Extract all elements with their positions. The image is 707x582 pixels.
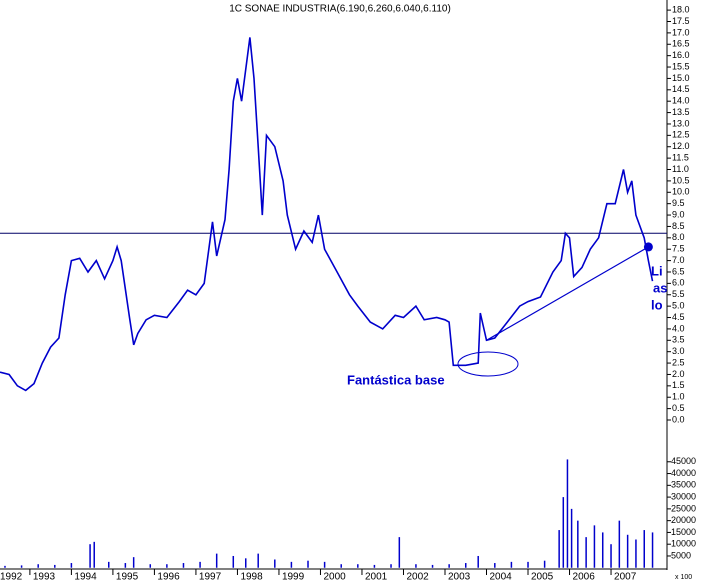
- y-tick-label: 3.5: [672, 335, 685, 345]
- y-tick-label: 4.5: [672, 312, 685, 322]
- x-tick-label: 1994: [74, 572, 97, 582]
- y-tick-label: 3.0: [672, 346, 685, 356]
- x-tick-label: 2002: [406, 572, 429, 582]
- y-tick-label: 8.0: [672, 232, 685, 242]
- y-tick-label: 8.5: [672, 221, 685, 231]
- y-tick-label: 12.0: [672, 141, 690, 151]
- x-tick-label: 1993: [33, 572, 56, 582]
- y-tick-label: 10.5: [672, 175, 690, 185]
- annotation: Li: [651, 263, 663, 278]
- y-tick-label: 9.0: [672, 209, 685, 219]
- y-tick-label: 13.0: [672, 118, 690, 128]
- annotation: Fantástica base: [347, 372, 445, 387]
- y-tick-label: 5000: [671, 550, 691, 560]
- units-label: x 100: [675, 574, 692, 581]
- y-tick-label: 13.5: [672, 107, 690, 117]
- y-tick-label: 1.0: [672, 392, 685, 402]
- y-tick-label: 14.0: [672, 96, 690, 106]
- x-tick-label: 1999: [282, 572, 305, 582]
- x-tick-label: 2006: [573, 572, 596, 582]
- x-tick-label: 1996: [157, 572, 180, 582]
- x-tick-label: 2003: [448, 572, 471, 582]
- x-tick-label: 1998: [240, 572, 263, 582]
- y-tick-label: 7.5: [672, 244, 685, 254]
- y-tick-label: 20000: [671, 515, 696, 525]
- y-tick-label: 9.5: [672, 198, 685, 208]
- y-tick-label: 17.5: [672, 16, 690, 26]
- y-tick-label: 18.0: [672, 4, 690, 14]
- y-tick-label: 6.0: [672, 278, 685, 288]
- x-tick-label: 2000: [323, 572, 346, 582]
- y-tick-label: 10.0: [672, 187, 690, 197]
- y-tick-label: 10000: [671, 539, 696, 549]
- y-tick-label: 4.0: [672, 323, 685, 333]
- y-tick-label: 2.0: [672, 369, 685, 379]
- y-tick-label: 0.5: [672, 403, 685, 413]
- y-tick-label: 35000: [671, 480, 696, 490]
- annotation: as: [653, 280, 667, 295]
- y-tick-label: 40000: [671, 468, 696, 478]
- y-tick-label: 14.5: [672, 84, 690, 94]
- y-tick-label: 30000: [671, 491, 696, 501]
- y-tick-label: 15000: [671, 527, 696, 537]
- y-tick-label: 25000: [671, 503, 696, 513]
- y-tick-label: 17.0: [672, 27, 690, 37]
- y-tick-label: 5.0: [672, 301, 685, 311]
- trendline: [486, 246, 649, 341]
- base-ellipse: [457, 351, 519, 377]
- x-tick-label: 1992: [0, 572, 23, 582]
- chart-title: 1C SONAE INDUSTRIA(6.190,6.260,6.040,6.1…: [229, 4, 451, 15]
- annotation: lo: [651, 297, 663, 312]
- x-tick-label: 2005: [531, 572, 554, 582]
- y-tick-label: 15.5: [672, 61, 690, 71]
- y-tick-label: 6.5: [672, 266, 685, 276]
- y-tick-label: 16.0: [672, 50, 690, 60]
- y-tick-label: 5.5: [672, 289, 685, 299]
- y-tick-label: 15.0: [672, 73, 690, 83]
- y-tick-label: 16.5: [672, 39, 690, 49]
- y-tick-label: 45000: [671, 456, 696, 466]
- y-tick-label: 11.5: [672, 153, 689, 163]
- x-tick-label: 2007: [614, 572, 637, 582]
- y-tick-label: 0.0: [672, 414, 685, 424]
- x-tick-label: 1995: [116, 572, 139, 582]
- y-tick-label: 1.5: [672, 380, 685, 390]
- trendline-point: [643, 242, 653, 252]
- y-tick-label: 12.5: [672, 130, 690, 140]
- x-tick-label: 1997: [199, 572, 222, 582]
- x-tick-label: 2004: [490, 572, 513, 582]
- x-tick-label: 2001: [365, 572, 388, 582]
- y-tick-label: 11.0: [672, 164, 689, 174]
- y-tick-label: 7.0: [672, 255, 685, 265]
- price-line: [0, 37, 654, 392]
- y-tick-label: 2.5: [672, 357, 685, 367]
